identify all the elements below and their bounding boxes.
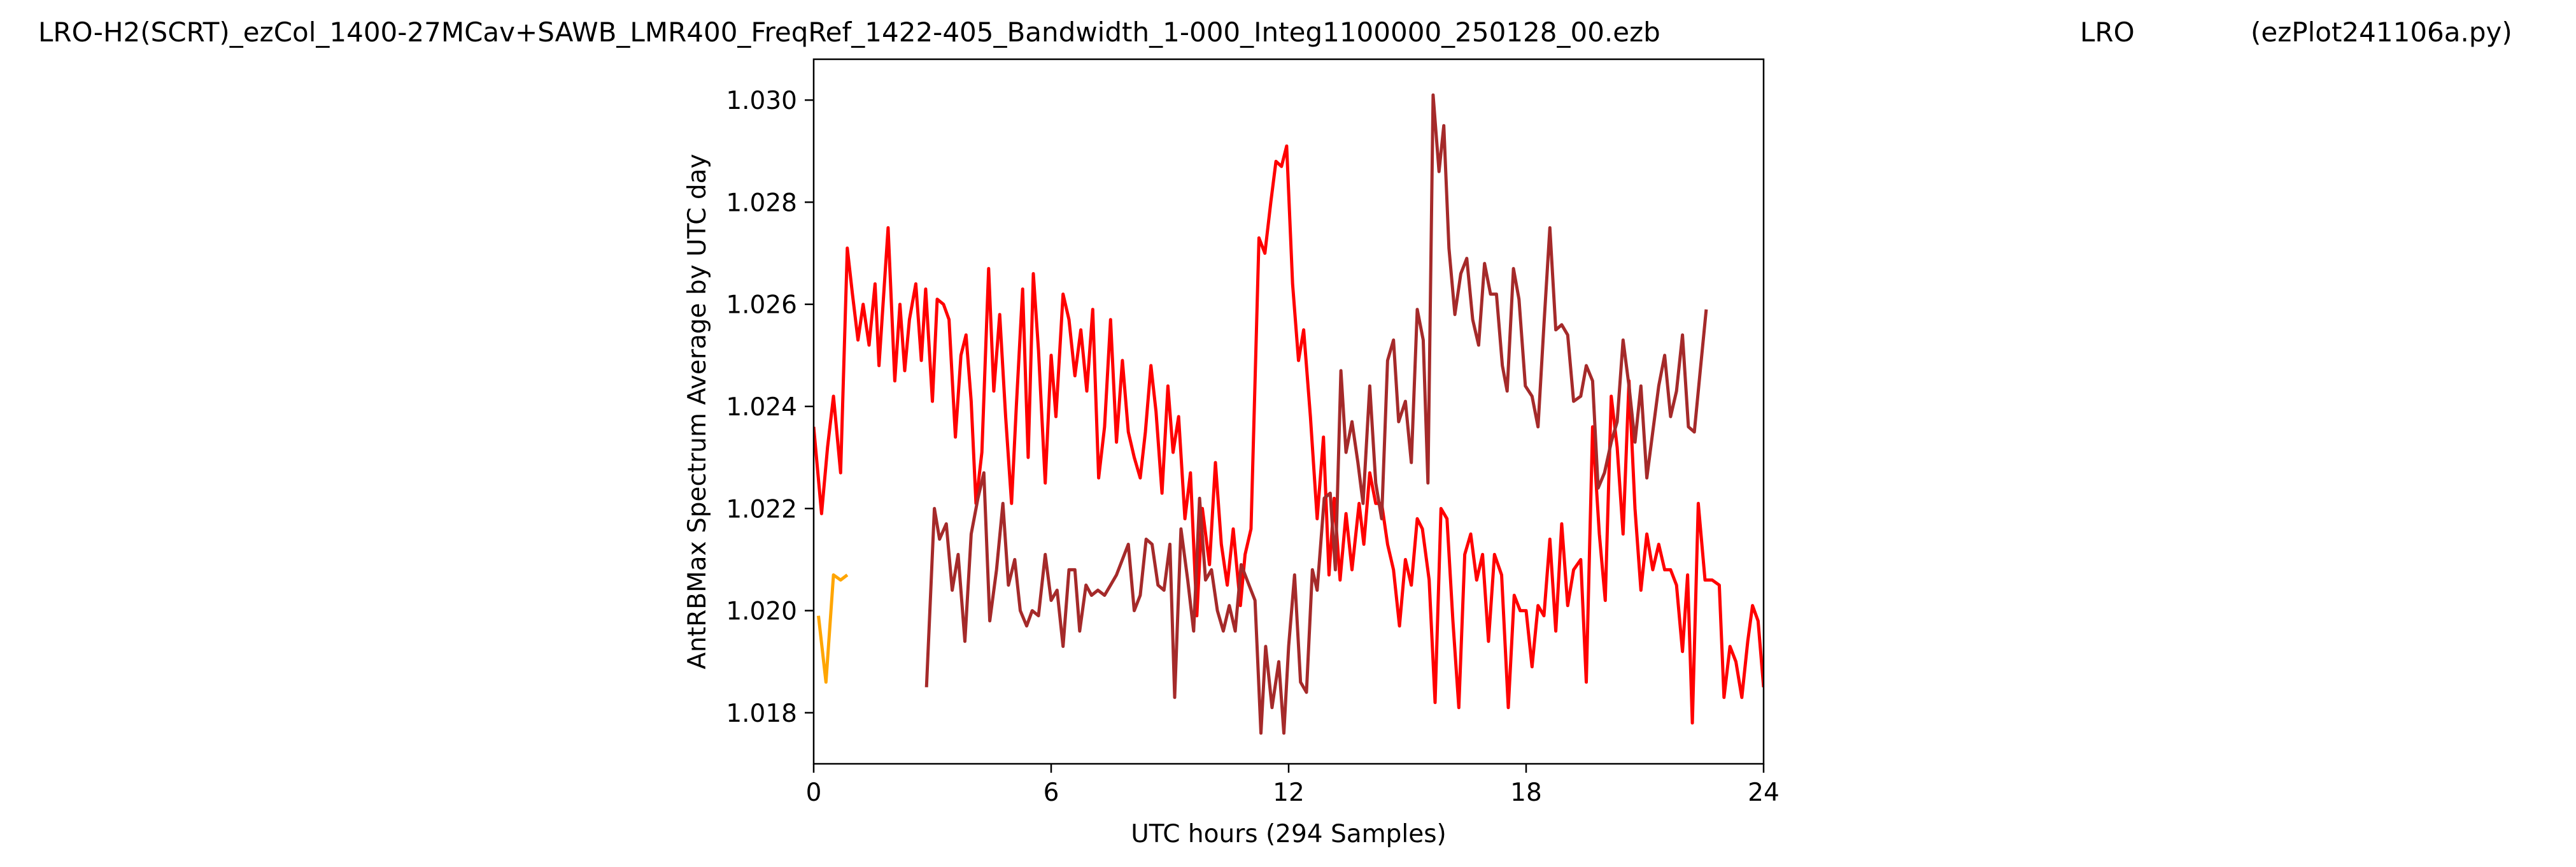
series-layer — [814, 93, 1764, 735]
x-axis-label: UTC hours (294 Samples) — [1131, 820, 1447, 849]
program-label: (ezPlot241106a.py) — [2251, 17, 2512, 48]
x-tick-label: 0 — [806, 778, 822, 807]
y-tick-label: 1.020 — [726, 598, 797, 626]
series-line-3 — [924, 93, 1708, 735]
x-tick-label: 18 — [1510, 778, 1542, 807]
series-line-1 — [817, 573, 849, 684]
y-tick-label: 1.018 — [726, 699, 797, 728]
x-tick-label: 6 — [1044, 778, 1059, 807]
series-line-2 — [814, 144, 1764, 725]
x-tick-label: 12 — [1273, 778, 1305, 807]
y-axis-label: AntRBMax Spectrum Average by UTC day — [683, 154, 712, 669]
y-tick-label: 1.028 — [726, 189, 797, 217]
y-tick-label: 1.024 — [726, 393, 797, 422]
y-tick-label: 1.026 — [726, 291, 797, 320]
y-axis: 1.018 1.020 1.022 1.024 1.026 1.028 1.030 — [726, 87, 814, 728]
x-tick-label: 24 — [1748, 778, 1780, 807]
y-tick-label: 1.030 — [726, 87, 797, 115]
file-title: LRO-H2(SCRT)_ezCol_1400-27MCav+SAWB_LMR4… — [38, 17, 1660, 48]
x-axis: 0 6 12 18 24 — [806, 764, 1780, 807]
y-tick-label: 1.022 — [726, 495, 797, 524]
site-label: LRO — [2080, 17, 2135, 48]
